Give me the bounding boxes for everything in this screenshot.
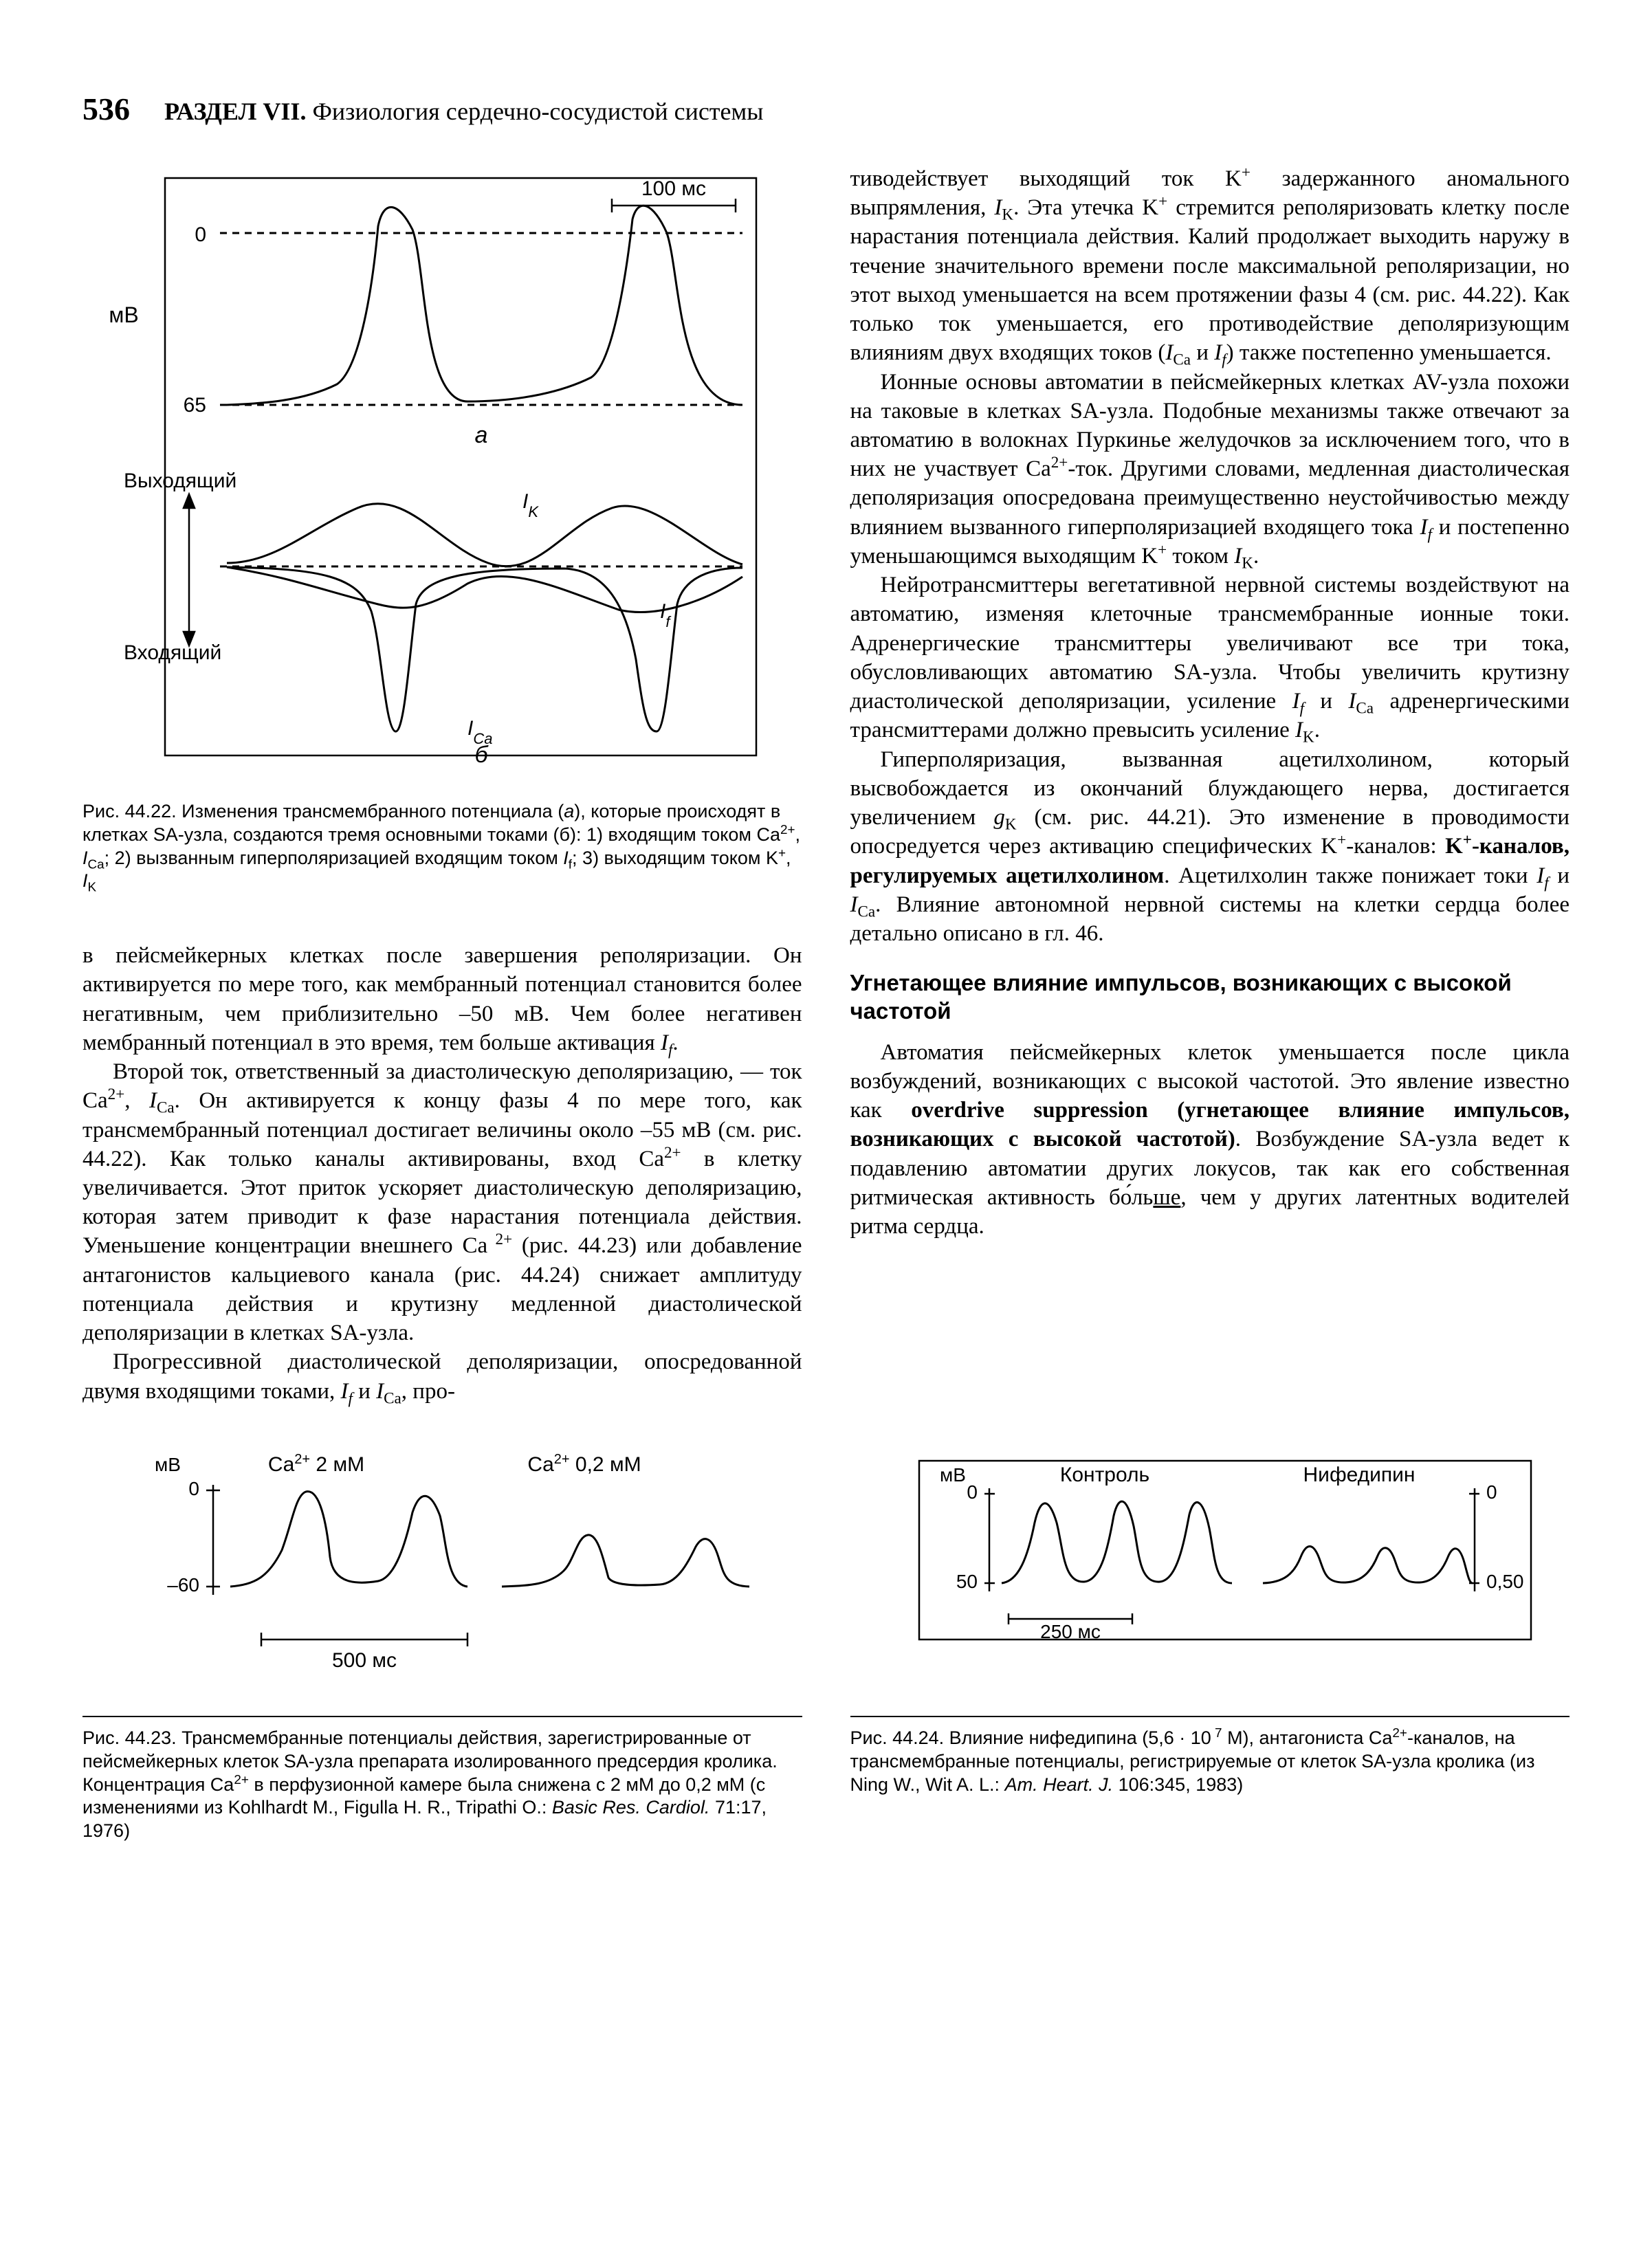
label-a: а xyxy=(475,422,488,448)
body-text: Нейротрансмиттеры вегетативной нервной с… xyxy=(850,571,1570,744)
figure-44-24-caption: Рис. 44.24. Влияние нифедипина (5,6 · 10… xyxy=(850,1727,1570,1796)
figure-44-23: мВ 0 –60 Ca2+ 2 мМ Ca2+ 0,2 мМ 500 мс Ри… xyxy=(82,1447,802,1870)
label-0: 0 xyxy=(967,1481,978,1503)
section-label: РАЗДЕЛ VII. xyxy=(164,98,306,125)
figure-44-24: мВ 0 50 0 0,50 Контроль Нифедипин 250 мс xyxy=(850,1447,1570,1870)
figure-44-22-caption: Рис. 44.22. Изменения трансмембранного п… xyxy=(82,800,802,893)
label-mv: мВ xyxy=(940,1464,966,1486)
label-scale: 250 мс xyxy=(1040,1621,1101,1642)
figure-44-22: 0 100 мс мВ 65 а Выходящий Входящий xyxy=(82,164,802,920)
label-nif: Нифедипин xyxy=(1303,1464,1415,1486)
label-out: Выходящий xyxy=(124,470,236,492)
figure-44-24-svg: мВ 0 50 0 0,50 Контроль Нифедипин 250 мс xyxy=(850,1447,1552,1694)
label-50: 50 xyxy=(956,1571,977,1592)
label-0r: 0 xyxy=(1486,1481,1497,1503)
label-if: If xyxy=(660,600,672,630)
label-left-title: Ca2+ 2 мМ xyxy=(268,1452,364,1476)
right-column: тиводействует выходящий ток K+ задержанн… xyxy=(850,164,1570,1406)
body-text: Гиперполяризация, вызванная ацетилхолино… xyxy=(850,745,1570,949)
body-text: Ионные основы автоматии в пейсмейкерных … xyxy=(850,368,1570,571)
section-text: Физиология сердечно-сосудистой системы xyxy=(312,98,763,125)
label-ik: IK xyxy=(522,490,539,520)
figure-44-23-svg: мВ 0 –60 Ca2+ 2 мМ Ca2+ 0,2 мМ 500 мс xyxy=(82,1447,784,1694)
label-scale: 500 мс xyxy=(332,1649,397,1672)
label-zero: 0 xyxy=(195,223,206,246)
body-text: Прогрессивной диастолической деполяризац… xyxy=(82,1347,802,1405)
label-mv: мВ xyxy=(155,1454,181,1475)
label-b: б xyxy=(474,742,489,768)
page-number: 536 xyxy=(82,89,130,130)
figure-44-22-svg: 0 100 мс мВ 65 а Выходящий Входящий xyxy=(82,164,784,783)
label-ctrl: Контроль xyxy=(1059,1464,1149,1486)
label-scale: 100 мс xyxy=(641,177,706,200)
page-header: 536 РАЗДЕЛ VII. Физиология сердечно-сосу… xyxy=(82,89,1570,130)
body-text: Автоматия пейсмейкерных клеток уменьшает… xyxy=(850,1038,1570,1241)
label-65: 65 xyxy=(184,394,206,417)
section-title: РАЗДЕЛ VII. Физиология сердечно-сосудист… xyxy=(164,96,764,127)
label-60: –60 xyxy=(167,1574,199,1596)
body-text: тиводействует выходящий ток K+ задержанн… xyxy=(850,164,1570,368)
label-mv: мВ xyxy=(109,302,138,327)
left-column: 0 100 мс мВ 65 а Выходящий Входящий xyxy=(82,164,802,1406)
body-text: Второй ток, ответственный за диастоличес… xyxy=(82,1057,802,1347)
label-right-title: Ca2+ 0,2 мМ xyxy=(527,1452,641,1476)
body-text: в пейсмейкерных клетках после завершения… xyxy=(82,941,802,1057)
label-050: 0,50 xyxy=(1486,1571,1524,1592)
figure-44-23-caption: Рис. 44.23. Трансмембранные потенциалы д… xyxy=(82,1727,802,1843)
label-in: Входящий xyxy=(124,641,221,664)
label-0: 0 xyxy=(188,1478,199,1499)
subheading: Угнетающее влияние импульсов, возникающи… xyxy=(850,969,1570,1026)
